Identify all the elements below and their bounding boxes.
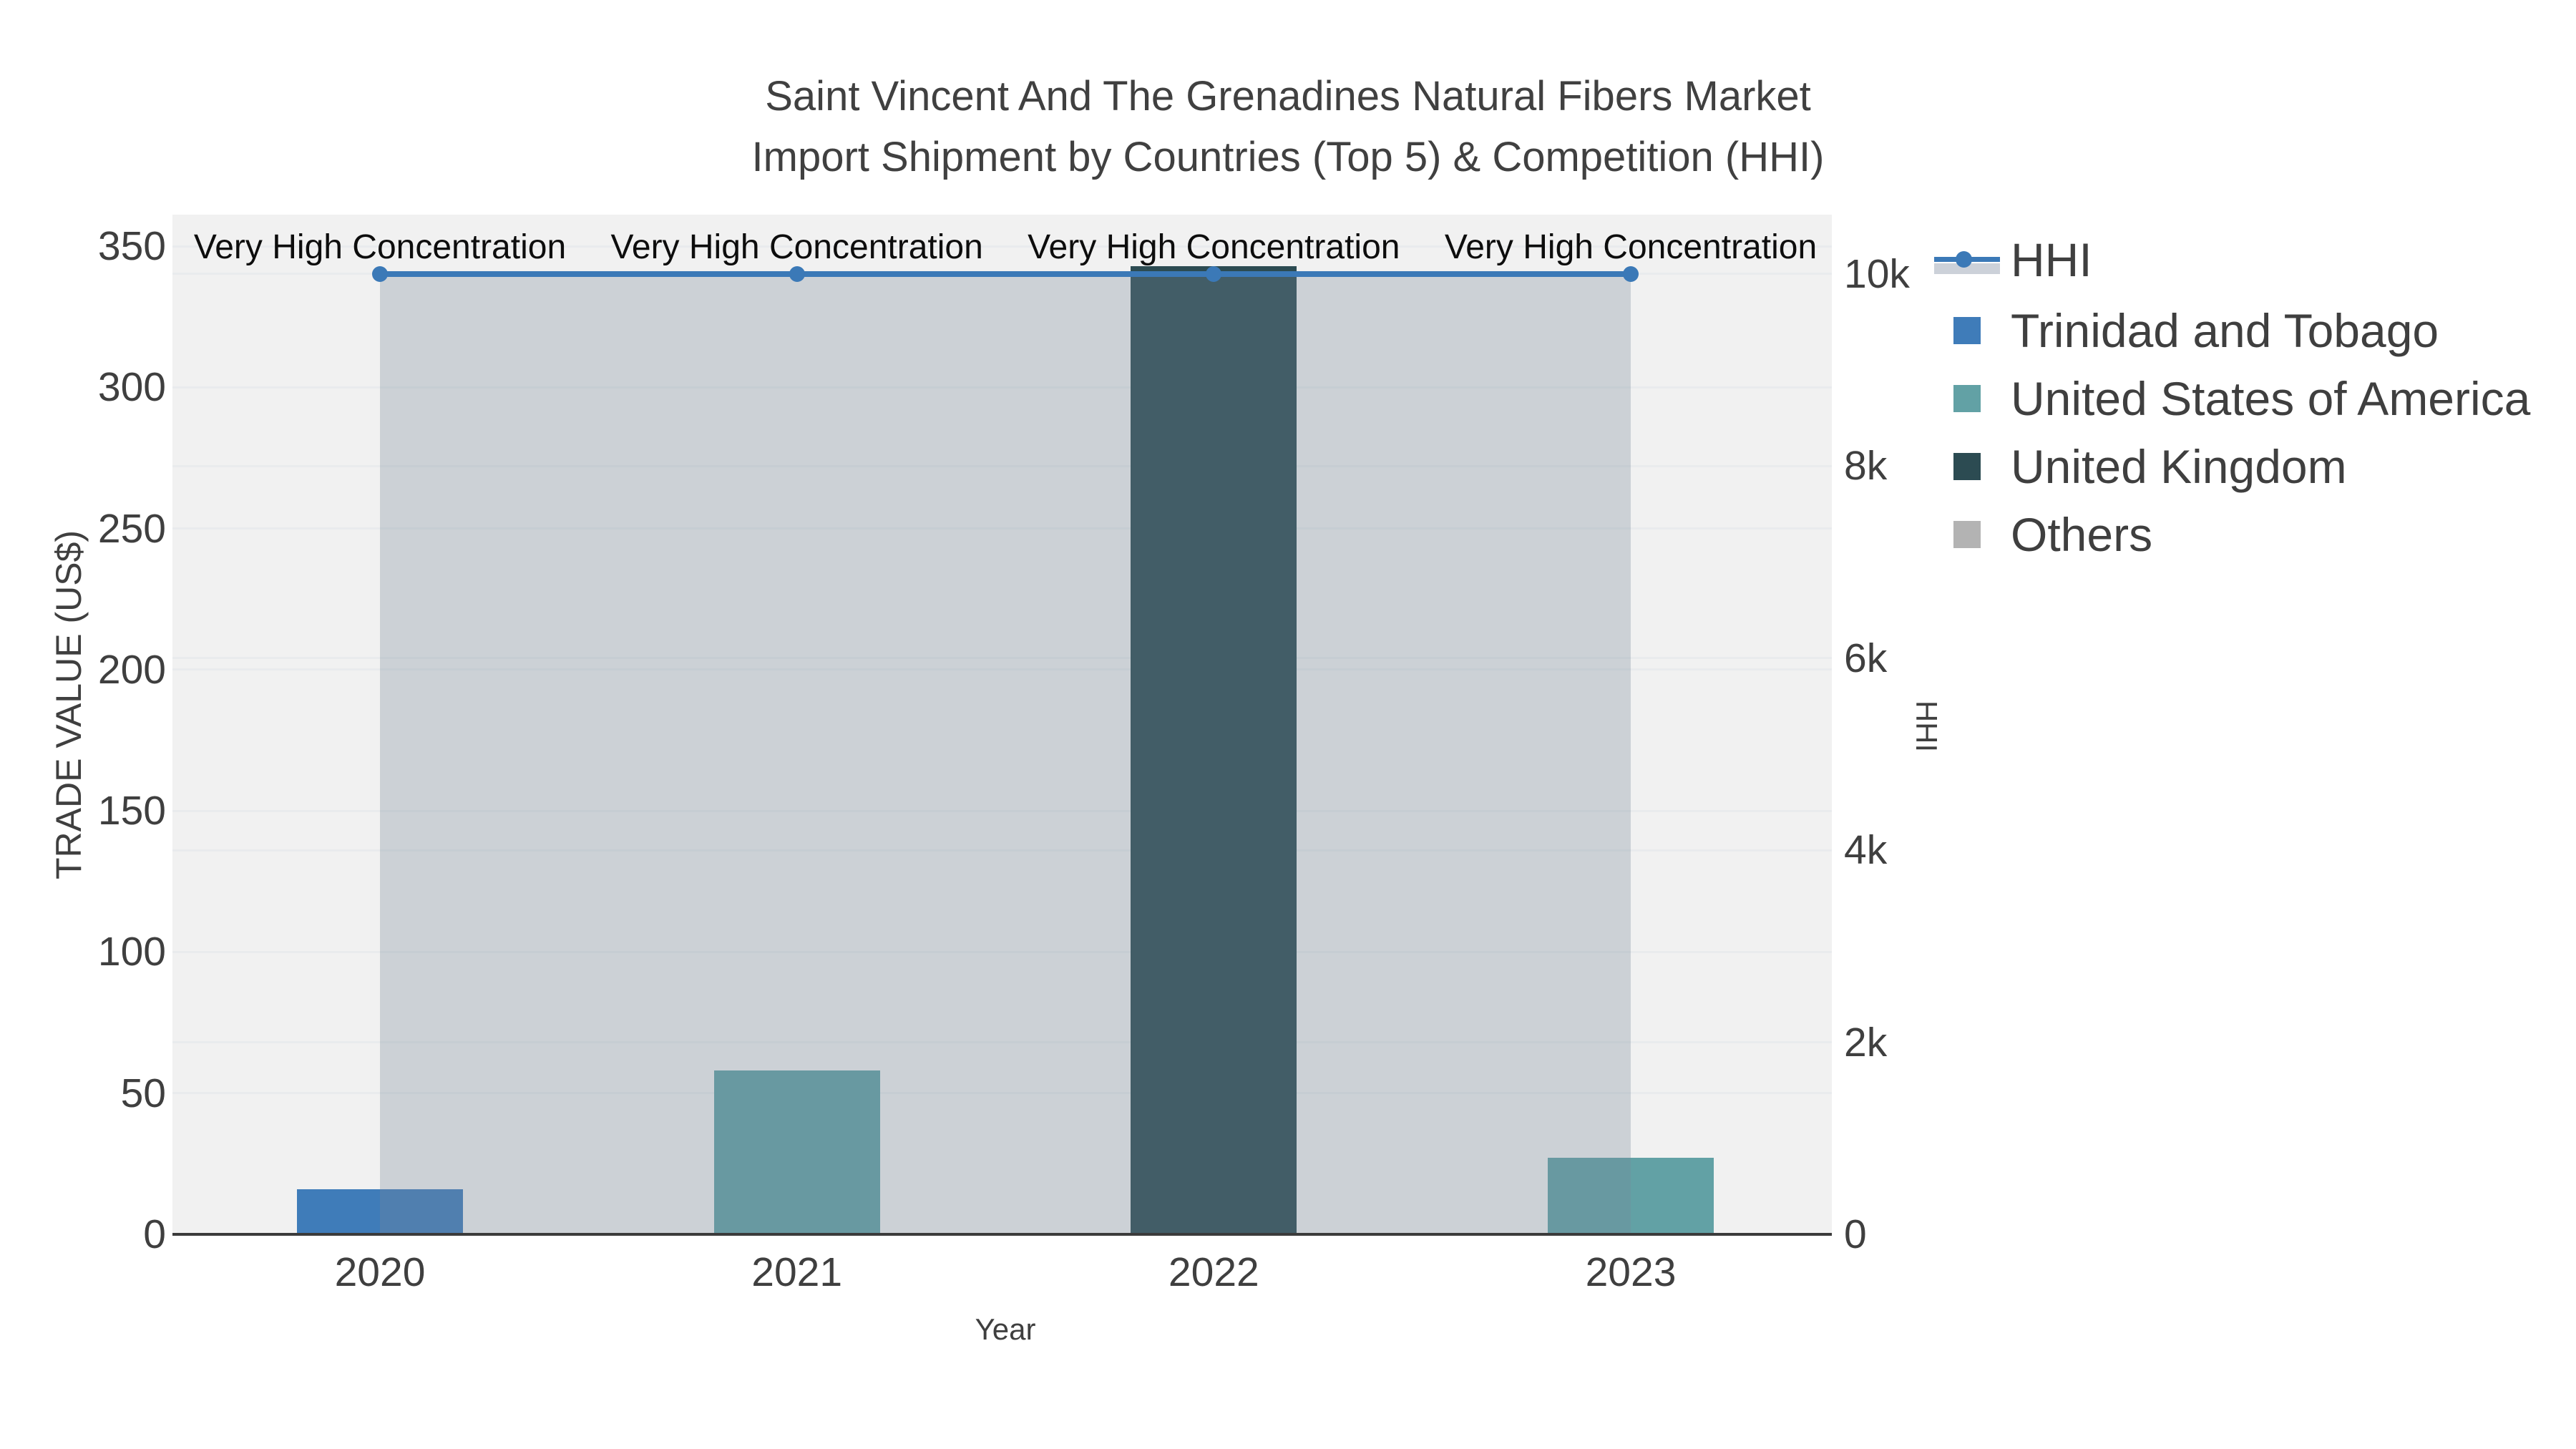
bar-united-states-of-america-2021: [713, 1070, 880, 1234]
x-axis-spine: [172, 1233, 1832, 1236]
bar-united-kingdom-2022: [1131, 265, 1297, 1234]
y-right-tick-6k: 6k: [1844, 635, 1888, 681]
legend-color-swatch: [1953, 317, 1981, 344]
legend-color-swatch: [1953, 521, 1981, 548]
hhi-marker-2023: [1623, 265, 1639, 282]
gridline-right-6000: [172, 657, 1832, 660]
gridline-left-300: [172, 386, 1832, 389]
y-left-tick-50: 50: [120, 1070, 166, 1116]
hhi-marker-2022: [1206, 265, 1222, 282]
y-left-tick-250: 250: [97, 505, 166, 552]
hhi-marker-2020: [372, 265, 388, 282]
bar-united-states-of-america-2023: [1548, 1158, 1714, 1234]
legend-swatch-icon: [1934, 512, 2000, 557]
legend-label: United States of America: [2011, 372, 2531, 425]
legend-item-trinidad-and-tobago: Trinidad and Tobago: [1934, 297, 2439, 364]
x-tick-2022: 2022: [1168, 1249, 1259, 1295]
x-tick-2023: 2023: [1585, 1249, 1677, 1295]
bar-trinidad-and-tobago-2020: [297, 1189, 463, 1234]
y-right-tick-2k: 2k: [1844, 1019, 1888, 1065]
hhi-line: [380, 270, 1631, 277]
legend-band-patch: [1934, 263, 2000, 274]
gridline-right-8000: [172, 464, 1832, 467]
legend-item-united-kingdom: United Kingdom: [1934, 433, 2347, 500]
y-left-tick-100: 100: [97, 929, 166, 975]
y-left-tick-0: 0: [143, 1211, 166, 1257]
y-left-tick-350: 350: [97, 223, 166, 269]
hhi-band: [380, 273, 1631, 1234]
legend-label: Trinidad and Tobago: [2011, 304, 2439, 357]
legend-label: Others: [2011, 508, 2153, 561]
legend-swatch-icon: [1934, 308, 2000, 353]
plot-area: [172, 215, 1832, 1234]
y-right-tick-0: 0: [1844, 1211, 1867, 1257]
legend-item-others: Others: [1934, 501, 2152, 568]
legend-line-marker: [1956, 251, 1972, 268]
y-right-tick-8k: 8k: [1844, 443, 1888, 489]
annotation-2020: Very High Concentration: [193, 228, 567, 266]
legend-color-swatch: [1953, 453, 1981, 480]
gridline-left-150: [172, 809, 1832, 812]
gridline-right-2000: [172, 1041, 1832, 1044]
hhi-marker-2021: [789, 265, 805, 282]
y-right-tick-4k: 4k: [1844, 827, 1888, 874]
y-right-tick-10k: 10k: [1844, 250, 1910, 297]
gridline-right-4000: [172, 849, 1832, 852]
legend-color-swatch: [1953, 385, 1981, 412]
legend-label: United Kingdom: [2011, 440, 2347, 493]
x-tick-2020: 2020: [334, 1249, 426, 1295]
legend-label: HHI: [2011, 233, 2092, 286]
gridline-left-100: [172, 950, 1832, 953]
y-axis-left-title: TRADE VALUE (US$): [49, 530, 89, 880]
legend-item-united-states-of-america: United States of America: [1934, 365, 2530, 432]
y-left-tick-300: 300: [97, 364, 166, 411]
annotation-2023: Very High Concentration: [1444, 228, 1818, 266]
gridline-left-350: [172, 245, 1832, 248]
legend-swatch-icon: [1934, 444, 2000, 489]
x-axis-title: Year: [975, 1312, 1036, 1346]
chart-title-line2: Import Shipment by Countries (Top 5) & C…: [751, 134, 1825, 180]
chart-title-line1: Saint Vincent And The Grenadines Natural…: [765, 73, 1811, 119]
hhi-line-icon: [1934, 237, 2000, 283]
annotation-2022: Very High Concentration: [1028, 228, 1400, 266]
y-axis-right-title: HHI: [1910, 700, 1943, 753]
x-tick-2021: 2021: [751, 1249, 843, 1295]
gridline-left-50: [172, 1092, 1832, 1095]
legend-swatch-icon: [1934, 376, 2000, 421]
y-left-tick-200: 200: [97, 646, 166, 693]
legend-item-hhi: HHI: [1934, 226, 2092, 293]
annotation-2021: Very High Concentration: [610, 228, 983, 266]
gridline-left-200: [172, 668, 1832, 671]
gridline-left-250: [172, 527, 1832, 530]
y-left-tick-150: 150: [97, 788, 166, 834]
